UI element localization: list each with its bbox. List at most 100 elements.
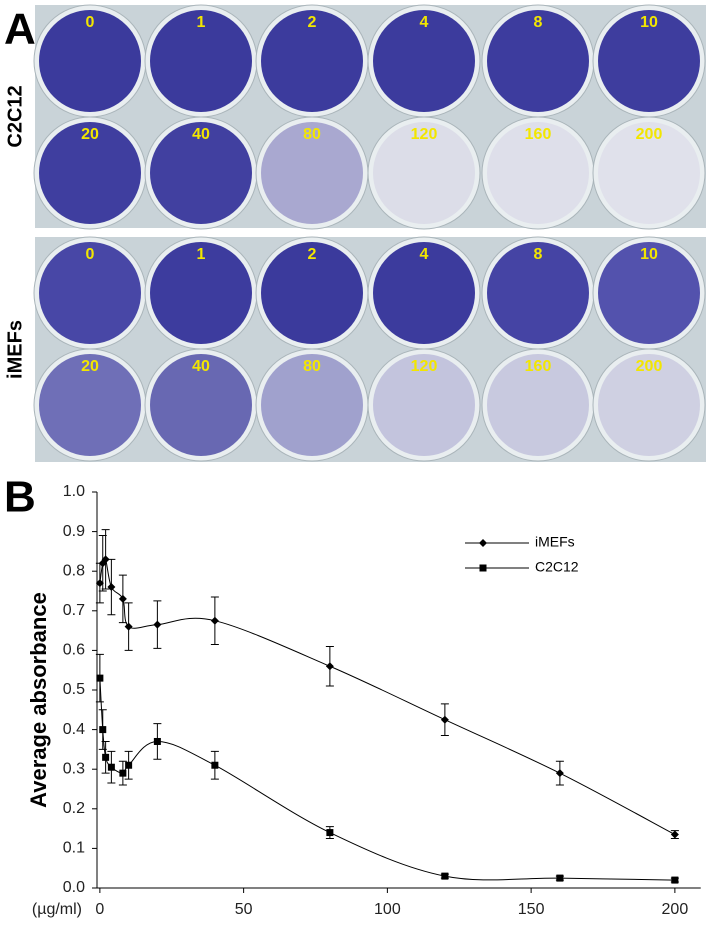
marker [441,872,449,880]
well-label: 1 [197,246,206,263]
marker [125,761,133,769]
well-label: 120 [411,126,438,143]
well [261,10,363,112]
marker [210,616,219,625]
well-label: 0 [86,246,95,263]
well-label: 200 [636,358,663,375]
well [261,122,363,224]
well-label: 4 [420,246,429,263]
well-label: 80 [303,126,321,143]
y-tick-label: 0.7 [63,602,85,619]
well [39,122,141,224]
well [150,10,252,112]
well [598,10,700,112]
y-tick-label: 0.2 [63,800,85,817]
well [261,354,363,456]
well-label: 160 [525,126,552,143]
well-label: 40 [192,358,210,375]
well-label: 8 [534,14,543,31]
legend-label: iMEFs [535,534,575,550]
x-tick-label: 150 [518,901,545,918]
plate-name: iMEFs [4,320,26,379]
well [598,122,700,224]
y-tick-label: 0.0 [63,879,85,896]
marker [96,674,104,682]
x-tick-label: 0 [95,901,104,918]
well [598,354,700,456]
panel-label: B [4,473,36,522]
plate [35,237,706,462]
well-label: 40 [192,126,210,143]
marker [118,594,127,603]
marker [671,876,679,884]
marker [670,830,679,839]
y-tick-label: 0.3 [63,760,85,777]
marker [211,761,219,769]
well-label: 1 [197,14,206,31]
well [150,122,252,224]
well-label: 10 [640,246,658,263]
marker [153,620,162,629]
y-tick-label: 1.0 [63,483,85,500]
well [487,10,589,112]
marker [95,579,104,588]
well [261,242,363,344]
well [373,10,475,112]
marker [325,662,334,671]
x-tick-label: 50 [235,901,253,918]
y-tick-label: 0.1 [63,840,85,857]
legend-label: C2C12 [535,559,579,575]
well [598,242,700,344]
marker [555,769,564,778]
well-label: 4 [420,14,429,31]
y-tick-label: 0.8 [63,562,85,579]
x-tick-label: 200 [662,901,689,918]
panel-label: A [4,5,36,54]
marker [102,753,110,761]
well [39,10,141,112]
marker [101,555,110,564]
y-axis-title: Average absorbance [26,592,51,808]
well-label: 10 [640,14,658,31]
well-label: 2 [308,246,317,263]
marker [107,763,115,771]
well [39,242,141,344]
well-label: 2 [308,14,317,31]
well-label: 0 [86,14,95,31]
well [373,122,475,224]
well [373,242,475,344]
well-label: 20 [81,126,99,143]
y-tick-label: 0.9 [63,523,85,540]
well [150,242,252,344]
well-label: 120 [411,358,438,375]
plate-name: C2C12 [4,85,26,147]
marker [107,583,116,592]
x-tick-label: 100 [374,901,401,918]
y-tick-label: 0.5 [63,681,85,698]
marker [479,564,487,572]
series-line [99,678,675,881]
marker [440,715,449,724]
marker [99,726,107,734]
well [39,354,141,456]
well [487,122,589,224]
x-axis-title: (µg/ml) [32,901,82,918]
well-label: 160 [525,358,552,375]
well [373,354,475,456]
marker [326,829,334,837]
marker [479,539,487,547]
marker [153,737,161,745]
well [150,354,252,456]
y-tick-label: 0.6 [63,642,85,659]
well [487,354,589,456]
well-label: 8 [534,246,543,263]
marker [124,622,133,631]
well-label: 80 [303,358,321,375]
well [487,242,589,344]
well-label: 200 [636,126,663,143]
series-line [99,557,676,835]
marker [119,769,127,777]
well-label: 20 [81,358,99,375]
y-tick-label: 0.4 [63,721,85,738]
